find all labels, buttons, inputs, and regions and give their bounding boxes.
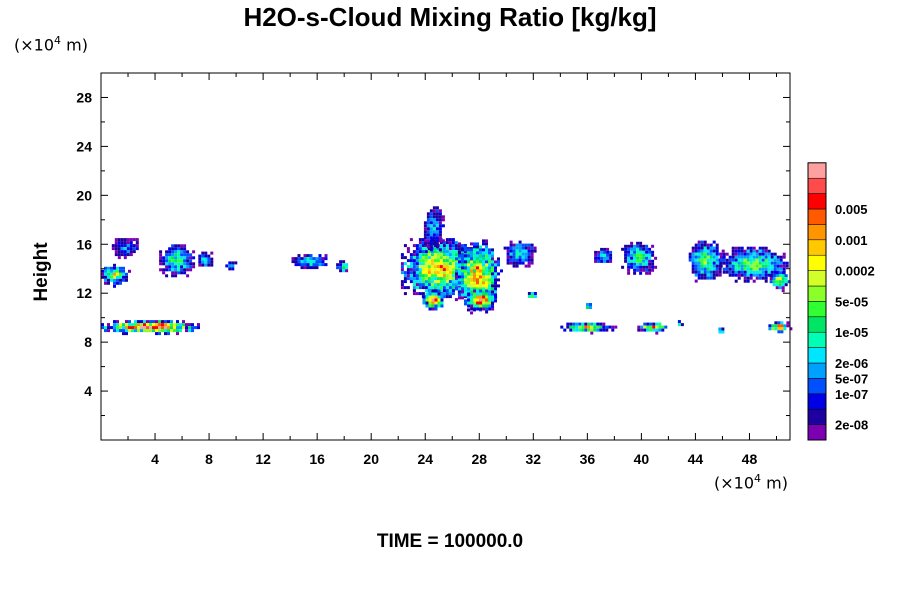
legend-swatch <box>807 331 827 348</box>
y-tick-label: 20 <box>76 187 92 203</box>
cloud-region <box>198 251 214 267</box>
cloud-region <box>594 247 613 263</box>
cloud-region <box>467 289 498 314</box>
cloud-region <box>769 271 791 293</box>
legend-swatch <box>807 301 827 318</box>
legend-swatch <box>807 254 827 271</box>
legend-swatch <box>807 177 827 194</box>
legend-swatch <box>807 347 827 364</box>
y-tick-label: 16 <box>76 236 92 252</box>
cloud-region <box>225 261 238 271</box>
x-tick-label: 12 <box>255 451 271 467</box>
legend-label: 2e-08 <box>835 418 868 433</box>
legend-label: 0.005 <box>835 202 868 217</box>
cloud-region <box>718 327 725 334</box>
legend-label: 1e-07 <box>835 387 868 402</box>
cloud-region <box>101 263 131 288</box>
cloud-region <box>422 289 444 311</box>
y-tick-label: 4 <box>84 383 92 399</box>
x-tick-label: 4 <box>151 451 159 467</box>
y-tick-label: 8 <box>84 334 92 350</box>
plot-area <box>101 73 793 440</box>
cloud-region <box>637 322 668 335</box>
legend-swatch <box>807 224 827 241</box>
legend-swatch <box>807 393 827 410</box>
x-tick-label: 8 <box>205 451 213 467</box>
cloud-region <box>423 206 445 252</box>
cloud-region <box>586 303 592 309</box>
legend-swatch <box>807 270 827 287</box>
time-label: TIME = 100000.0 <box>376 531 524 552</box>
x-tick-label: 32 <box>526 451 542 467</box>
legend-label: 2e-06 <box>835 356 868 371</box>
legend-swatch <box>807 285 827 302</box>
cloud-region <box>291 254 328 270</box>
legend-frame <box>807 162 827 441</box>
plot-frame <box>100 72 791 441</box>
cloud-region <box>560 322 618 335</box>
x-tick-label: 20 <box>363 451 379 467</box>
x-tick-label: 36 <box>580 451 596 467</box>
x-tick-label: 16 <box>309 451 325 467</box>
cloud-region <box>503 240 537 268</box>
legend-swatch <box>807 162 827 179</box>
legend-swatch <box>807 239 827 256</box>
legend-swatch <box>807 208 827 225</box>
cloud-region <box>768 321 793 334</box>
legend-label: 5e-07 <box>835 371 868 386</box>
chart-title: H2O-s-Cloud Mixing Ratio [kg/kg] <box>243 2 657 32</box>
y-tick-label: 24 <box>76 138 92 154</box>
x-tick-label: 40 <box>634 451 650 467</box>
legend-swatch <box>807 408 827 425</box>
x-tick-label: 28 <box>471 451 487 467</box>
cloud-region <box>527 292 537 298</box>
cloud-region <box>621 241 658 275</box>
legend-swatch <box>807 424 827 441</box>
x-tick-label: 24 <box>417 451 433 467</box>
legend-label: 0.0002 <box>835 264 875 279</box>
x-axis-unit: (×104 m) <box>714 472 788 493</box>
legend-swatch <box>807 378 827 395</box>
cloud-region <box>336 260 349 273</box>
y-tick-label: 28 <box>76 89 92 105</box>
cloud-region <box>101 320 200 336</box>
legend-swatch <box>807 193 827 210</box>
y-axis-unit: (×104 m) <box>14 34 88 55</box>
x-tick-label: 44 <box>688 451 704 467</box>
cloud-region <box>677 320 684 327</box>
legend-swatch <box>807 362 827 379</box>
legend-swatch <box>807 316 827 333</box>
x-tick-label: 48 <box>742 451 758 467</box>
cloud-region <box>111 238 139 260</box>
legend-label: 1e-05 <box>835 325 868 340</box>
legend-label: 5e-05 <box>835 294 868 309</box>
y-tick-label: 12 <box>76 285 92 301</box>
legend-label: 0.001 <box>835 233 868 248</box>
cloud-region <box>159 244 196 278</box>
